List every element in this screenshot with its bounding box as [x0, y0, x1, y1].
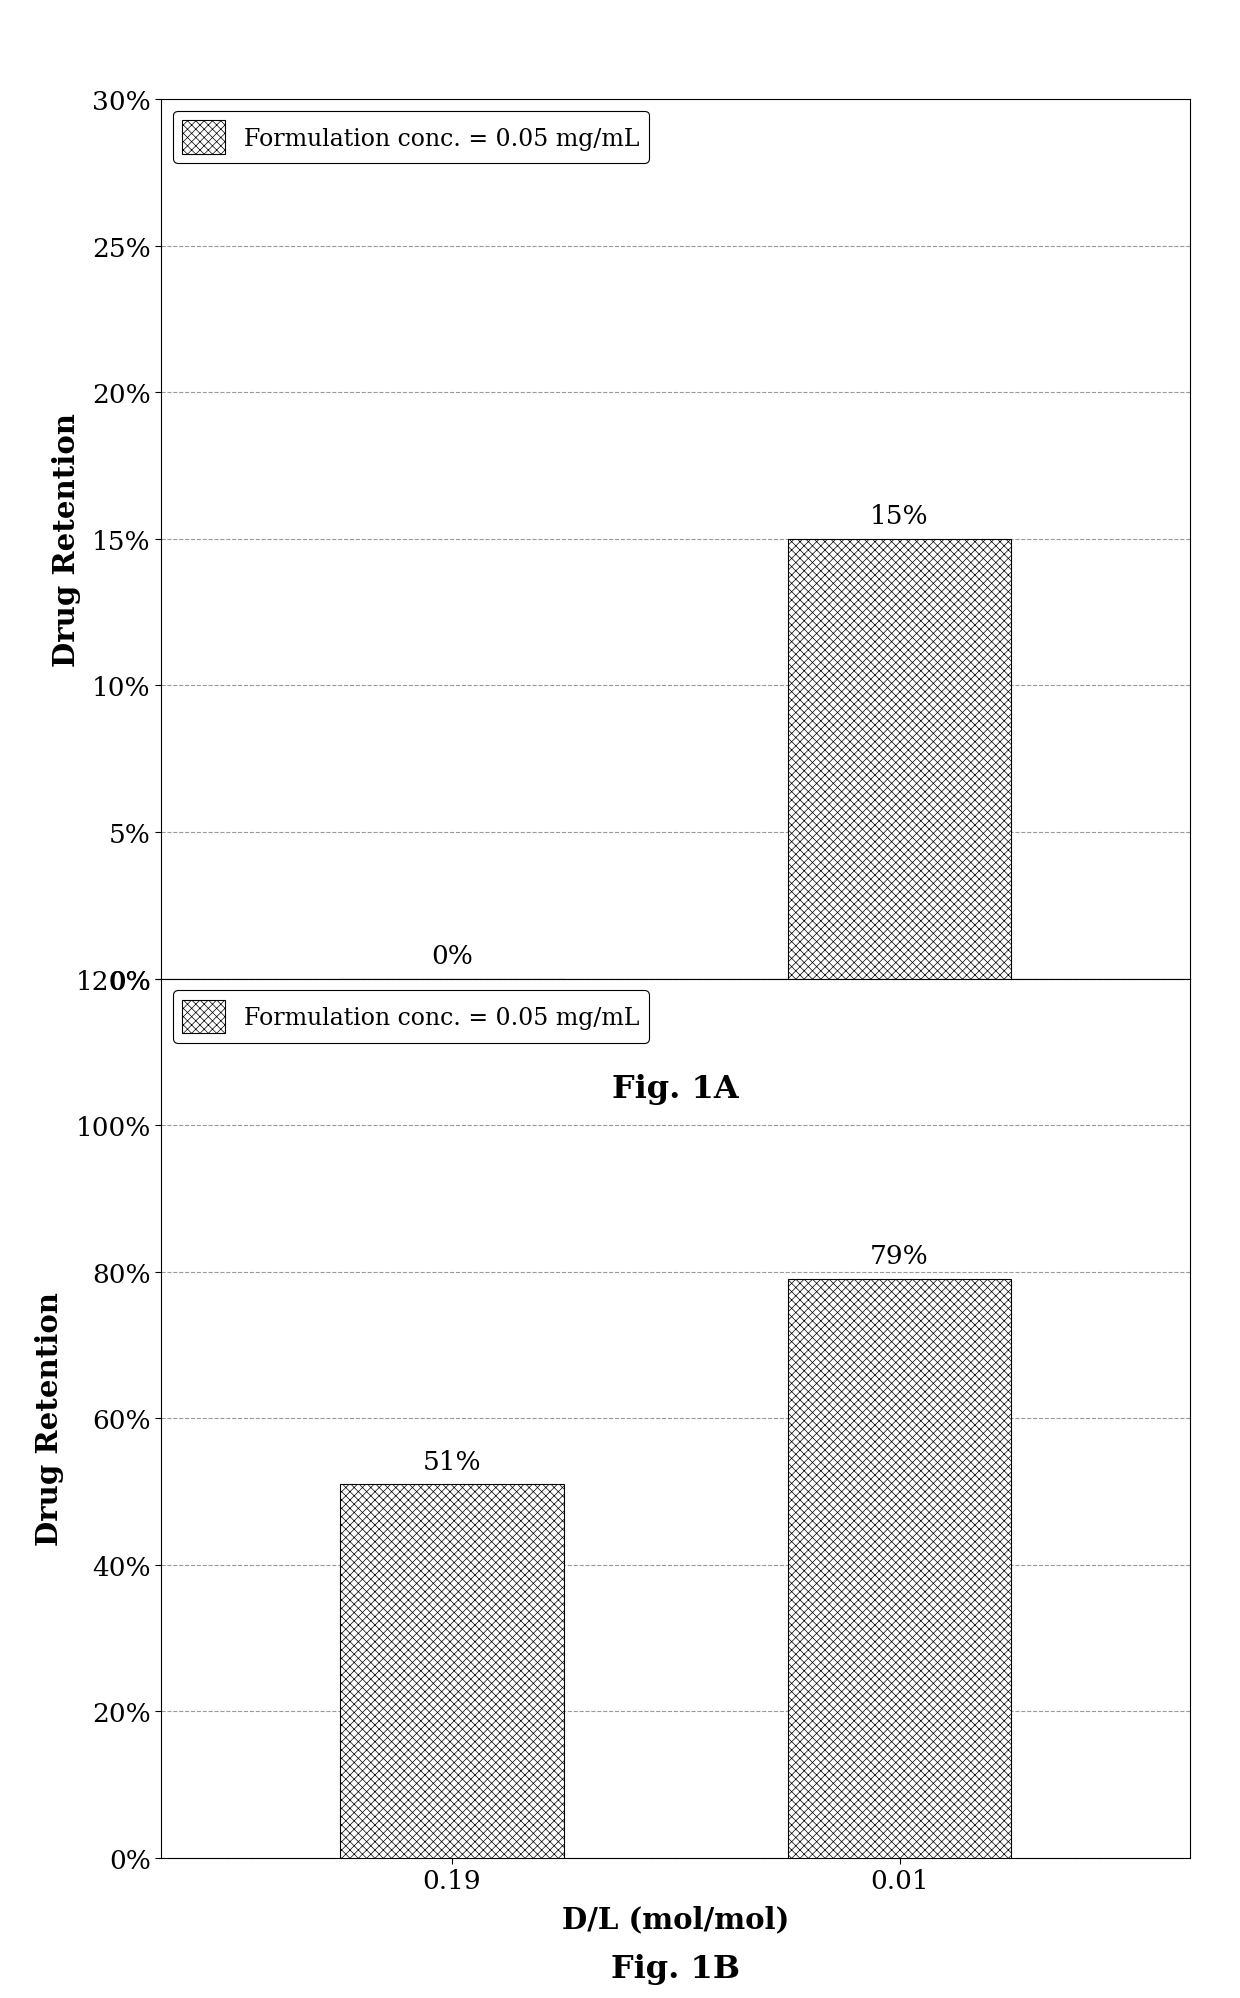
X-axis label: D/L (mol/mol): D/L (mol/mol)	[562, 1904, 790, 1934]
Bar	[340, 1485, 564, 1858]
Bar	[787, 1279, 1012, 1858]
Legend: Formulation conc. = 0.05 mg/mL: Formulation conc. = 0.05 mg/mL	[174, 112, 649, 164]
Legend: Formulation conc. = 0.05 mg/mL: Formulation conc. = 0.05 mg/mL	[174, 991, 649, 1043]
Text: Fig. 1B: Fig. 1B	[611, 1952, 740, 1984]
Text: 51%: 51%	[423, 1449, 481, 1475]
Text: 0%: 0%	[432, 943, 472, 969]
Bar	[787, 539, 1012, 979]
X-axis label: D/L (mol/mol): D/L (mol/mol)	[562, 1025, 790, 1055]
Text: Fig. 1A: Fig. 1A	[613, 1073, 739, 1105]
Text: 79%: 79%	[870, 1245, 929, 1269]
Y-axis label: Drug Retention: Drug Retention	[52, 412, 81, 667]
Text: 15%: 15%	[870, 503, 929, 529]
Y-axis label: Drug Retention: Drug Retention	[35, 1291, 64, 1546]
